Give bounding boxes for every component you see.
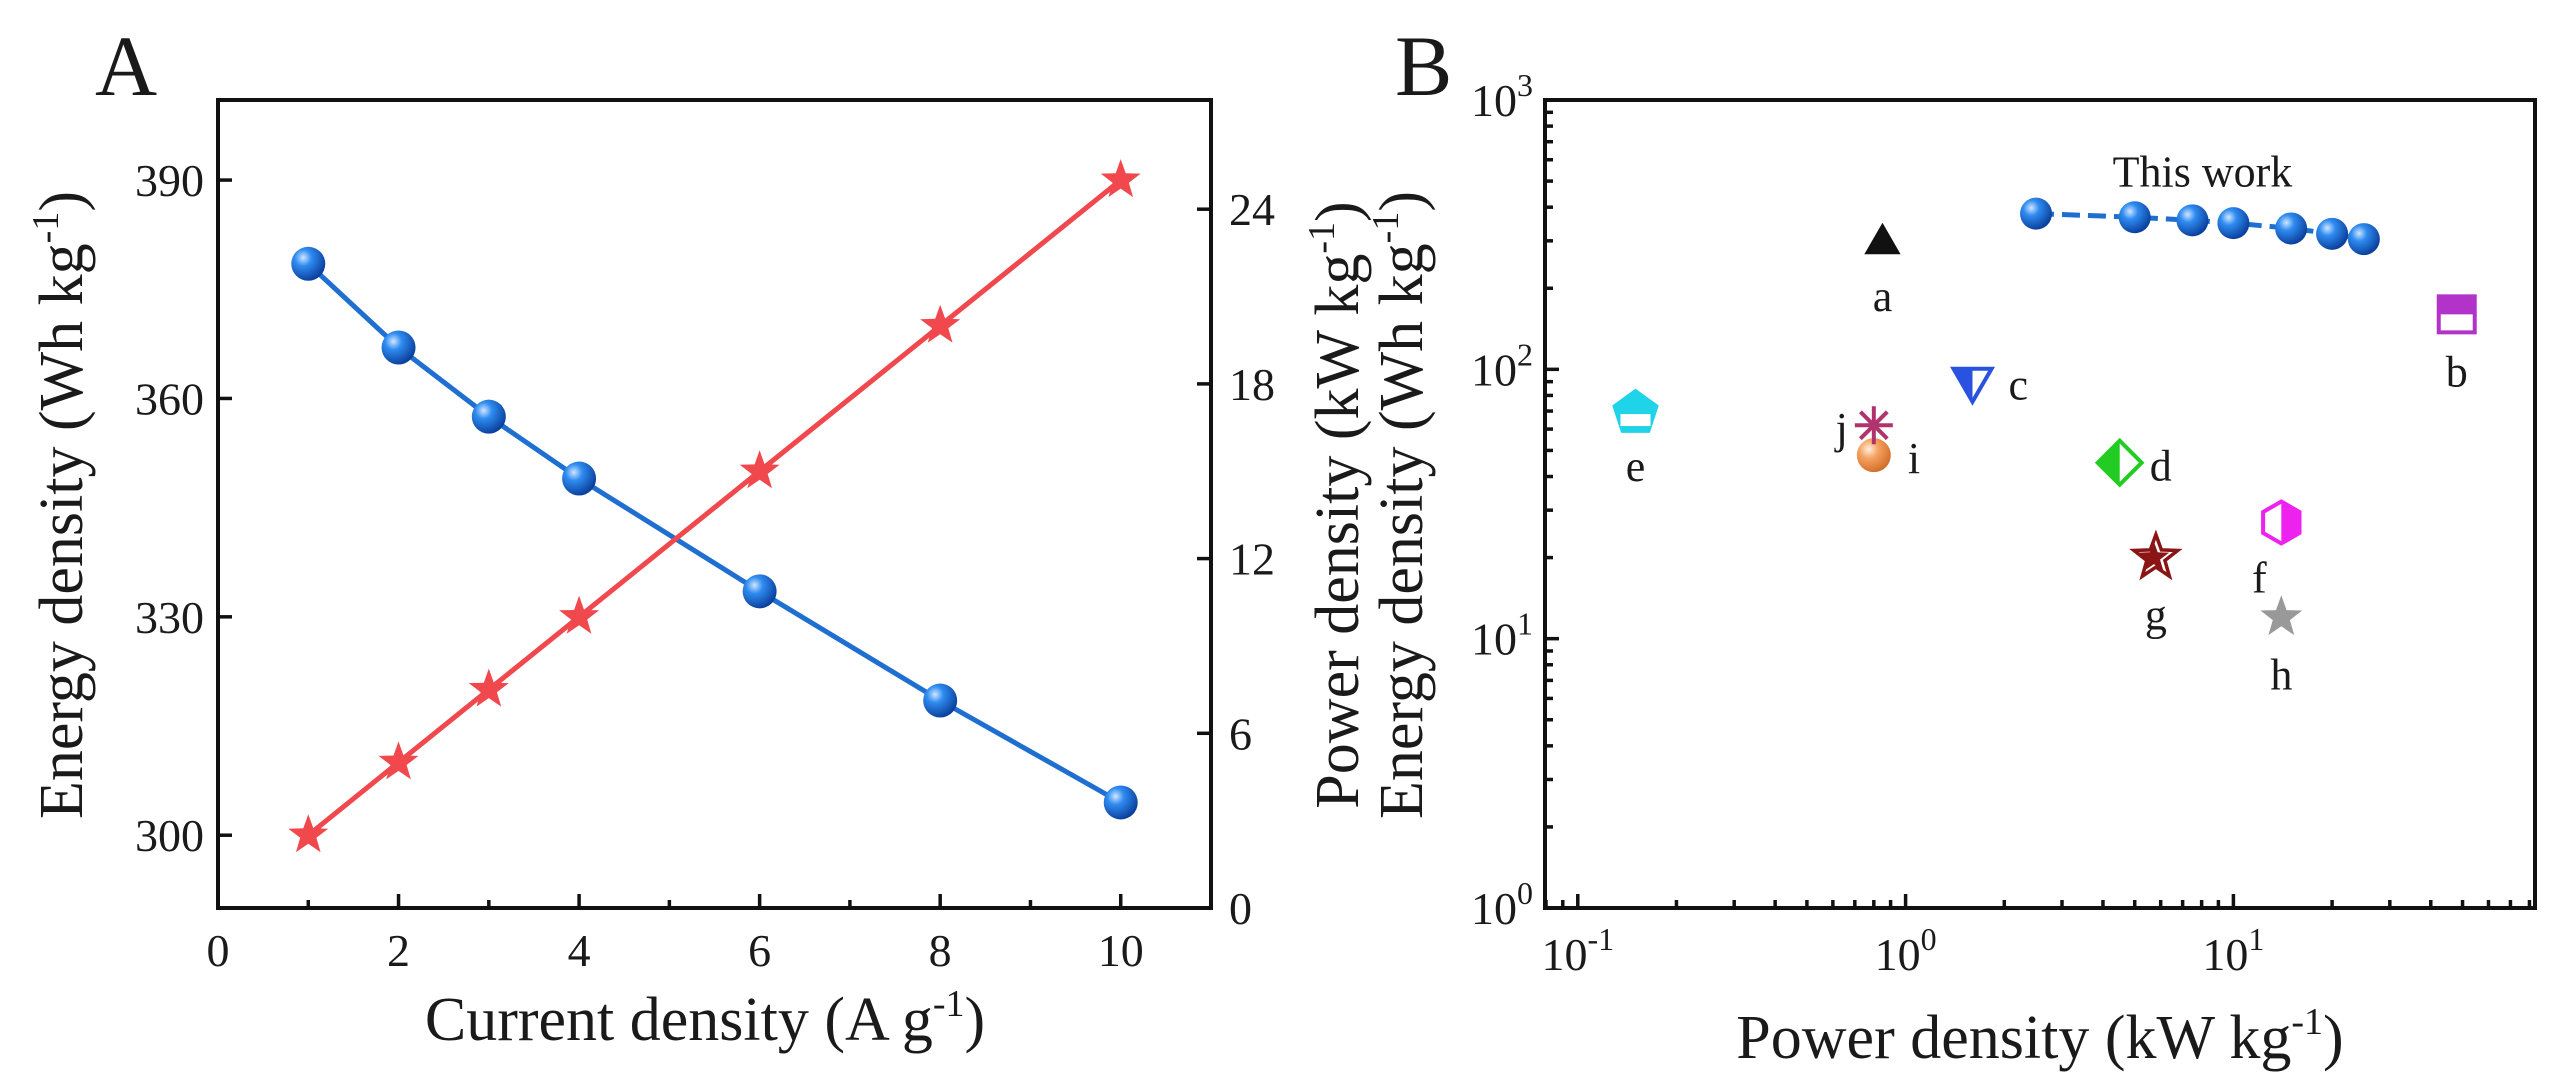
panel-b-ref-label-d: d [2150, 442, 2172, 491]
panel-b-ref-point-d: d [2094, 437, 2172, 491]
panel-b-ref-point-a: a [1864, 222, 1901, 321]
ref-marker-square-fill [2438, 296, 2475, 315]
panel-b-ref-point-e: e [1612, 388, 1659, 491]
panel-a-plot-frame [216, 98, 1213, 910]
panel-a-right-y-axis-title: Power density (kW kg-1) [1301, 201, 1372, 808]
panel-a-x-tick-label: 6 [748, 925, 771, 976]
panel-a-right-y-ticks: 0 6 12 18 24 [1197, 184, 1275, 934]
panel-a-x-tick-label: 4 [568, 925, 591, 976]
panel-a-x-tick-label: 2 [387, 925, 410, 976]
panel-a-energy-point [381, 330, 416, 365]
panel-b-ref-label-i: i [1908, 434, 1920, 483]
panel-a-left-y-tick-label: 390 [135, 155, 204, 206]
ref-marker-hexagon-fill [2281, 501, 2300, 544]
panel-a-power-point [1100, 159, 1141, 198]
panel-a-left-y-axis-title: Energy density (Wh kg-1) [25, 191, 96, 819]
panel-a-power-point [378, 741, 419, 780]
panel-a-right-y-tick-label: 0 [1229, 883, 1252, 934]
panel-b-x-axis-title: Power density (kW kg-1) [1736, 1001, 2343, 1072]
panel-b-this-work-point [2316, 217, 2349, 250]
panel-a-left-y-tick-label: 300 [135, 810, 204, 861]
panel-a-letter: A [95, 18, 157, 114]
panel-a-energy-line [306, 261, 1122, 805]
panel-b-ref-point-j: j [1834, 404, 1893, 453]
panel-a-x-axis-title: Current density (A g-1) [425, 983, 985, 1054]
panel-a-power-point [288, 814, 329, 853]
panel-b-ref-label-e: e [1626, 442, 1646, 491]
panel-a-right-y-tick-label: 18 [1229, 359, 1275, 410]
panel-a-x-tick-label: 8 [929, 925, 952, 976]
panel-b-ref-label-f: f [2252, 553, 2267, 602]
panel-b-ref-label-j: j [1834, 404, 1848, 453]
panel-a-x-ticks: 0 2 4 6 8 10 [207, 894, 1144, 976]
panel-b-ref-point-h: h [2260, 595, 2303, 699]
panel-b-x-ticks: 10-1 100 101 [1541, 894, 2532, 980]
panel-a-power-point [920, 304, 961, 343]
panel-b-ref-point-b: b [2436, 294, 2477, 396]
panel-b-y-ticks: 100 101 102 103 [1471, 67, 1559, 934]
panel-a-right-y-tick-label: 24 [1229, 184, 1275, 235]
panel-a-x-tick-label: 10 [1098, 925, 1144, 976]
panel-b-this-work-point [2176, 204, 2209, 237]
panel-b-y-tick-label: 103 [1471, 67, 1533, 126]
panel-b-series: This work a b c d e f g h i j [1612, 147, 2477, 699]
panel-a-energy-point [471, 399, 506, 434]
panel-b-x-tick-label: 100 [1875, 921, 1937, 980]
panel-a-energy-point [1103, 785, 1138, 820]
ref-marker-sphere [1856, 438, 1891, 473]
panel-b-this-work-point [2118, 201, 2151, 234]
panel-a-energy-point [291, 246, 326, 281]
ref-marker-star [2260, 595, 2303, 636]
panel-b-ref-label-h: h [2270, 650, 2292, 699]
panel-a-left-y-tick-label: 330 [135, 592, 204, 643]
panel-b-ref-label-b: b [2446, 347, 2468, 396]
panel-a-left-y-tick-label: 360 [135, 373, 204, 424]
panel-a-energy-point [923, 683, 958, 718]
panel-a-energy-point [562, 461, 597, 496]
panel-a-energy-point [742, 574, 777, 609]
panel-a-power-line [306, 178, 1123, 838]
panel-a-power-point [468, 668, 509, 707]
panel-b-ref-point-g: g [2129, 529, 2183, 640]
panel-b-y-axis-title: Energy density (Wh kg-1) [1365, 191, 1436, 819]
panel-b-ref-point-c: c [1950, 361, 2029, 410]
ref-marker-asterisk-stroke [1858, 410, 1889, 441]
panel-b-this-work-point [2217, 207, 2250, 240]
panel-b-x-tick-label: 101 [2202, 921, 2264, 980]
panel-a-series [288, 159, 1141, 853]
ref-marker-triangle-down-fill [1953, 368, 1973, 402]
panel-a-right-y-tick-label: 6 [1229, 708, 1252, 759]
panel-a-left-y-ticks: 300 330 360 390 [135, 155, 232, 861]
panel-a-power-point [559, 595, 600, 634]
panel-a-x-tick-label: 0 [207, 925, 230, 976]
panel-b-y-tick-label: 101 [1471, 606, 1533, 665]
panel-b-ref-point-i: i [1856, 434, 1920, 483]
panel-b-plot-frame [1543, 98, 2537, 910]
panel-b-letter: B [1395, 18, 1452, 114]
ref-marker-pentagon-gap [1620, 414, 1651, 427]
panel-b-y-tick-label: 102 [1471, 336, 1533, 395]
panel-b-ref-label-a: a [1873, 272, 1893, 321]
panel-b-this-work-point [2275, 212, 2308, 245]
ref-marker-star-fill [2138, 541, 2170, 571]
panel-b-ref-label-g: g [2145, 591, 2167, 640]
panel-b-ref-label-c: c [2009, 361, 2029, 410]
panel-b-y-tick-label: 100 [1471, 875, 1533, 934]
panel-a-right-y-tick-label: 12 [1229, 534, 1275, 585]
ref-marker-diamond-fill [2097, 440, 2120, 485]
panel-b-ref-point-f: f [2252, 499, 2302, 602]
panel-b-this-work-point [2020, 197, 2053, 230]
panel-b-x-tick-label: 10-1 [1541, 921, 1614, 980]
panel-b-this-work-label: This work [2113, 147, 2293, 196]
ref-marker-triangle [1864, 222, 1901, 255]
panel-b-this-work-point [2347, 223, 2380, 256]
panel-a-power-point [739, 450, 780, 489]
